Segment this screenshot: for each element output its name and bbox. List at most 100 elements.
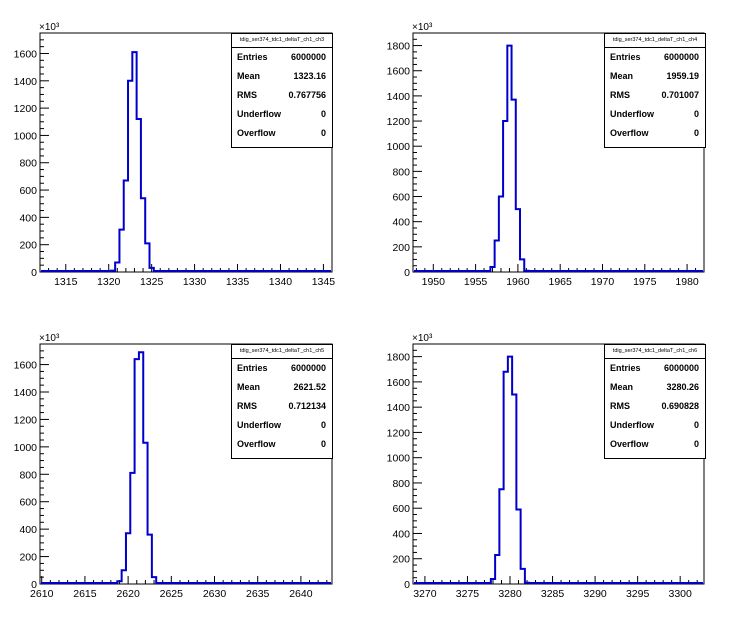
stats-label: Underflow xyxy=(610,420,654,430)
y-tick-label: 1600 xyxy=(14,48,38,60)
y-tick-label: 1400 xyxy=(387,91,411,103)
y-tick-label: 800 xyxy=(19,469,37,481)
histogram-line xyxy=(414,355,703,584)
y-tick-label: 0 xyxy=(31,579,37,591)
x-tick-label: 3285 xyxy=(541,588,565,600)
histogram-pane-3: 2610 2615 2620 2625 2630 2635 2640 0 200 400 600 80… xyxy=(14,333,333,600)
x-tick-label: 3295 xyxy=(626,588,650,600)
stats-value: 3280.26 xyxy=(666,382,699,392)
y-tick-label: 200 xyxy=(392,242,410,254)
stats-row: Mean 2621.52 xyxy=(232,378,332,397)
x-tick-label: 1320 xyxy=(97,276,121,288)
y-tick-label: 0 xyxy=(31,267,37,279)
y-tick-label: 1200 xyxy=(387,116,411,128)
x-tick-label: 3275 xyxy=(456,588,480,600)
y-tick-label: 400 xyxy=(392,528,410,540)
stats-label: Overflow xyxy=(237,439,276,449)
histogram-pane-2: 1950 1955 1960 1965 1970 1975 1980 0 200 400 600 80… xyxy=(387,22,705,288)
y-tick-label: 1800 xyxy=(387,352,411,364)
x-tick-label: 3290 xyxy=(583,588,607,600)
y-tick-label: 600 xyxy=(392,192,410,204)
stats-label: Mean xyxy=(610,71,634,81)
histogram-pane-4: 3270 3275 3280 3285 3290 3295 3300 0 200 400 600 80… xyxy=(387,333,705,600)
x-tick-label: 1975 xyxy=(633,276,657,288)
x-tick-label: 1325 xyxy=(140,276,164,288)
stats-row: Entries 6000000 xyxy=(605,48,705,67)
stats-row: Mean 1959.19 xyxy=(605,67,705,86)
y-tick-label: 200 xyxy=(19,240,37,252)
y-tick-label: 1200 xyxy=(14,414,38,426)
stats-value: 0.701007 xyxy=(661,90,699,100)
stats-label: Mean xyxy=(237,382,261,392)
y-multiplier-label: ×10³ xyxy=(39,333,60,344)
stats-row: Overflow 0 xyxy=(232,435,332,454)
stats-value: 0 xyxy=(693,420,699,430)
stats-label: Entries xyxy=(610,363,641,373)
x-tick-label: 1335 xyxy=(226,276,250,288)
x-tick-label: 2635 xyxy=(246,588,270,600)
stats-value: 1959.19 xyxy=(666,71,699,81)
stats-row: Underflow 0 xyxy=(605,105,705,124)
stats-label: Mean xyxy=(610,382,634,392)
y-tick-label: 1400 xyxy=(387,402,411,414)
histogram-line xyxy=(41,51,331,272)
y-tick-label: 400 xyxy=(392,217,410,229)
stats-row: Entries 6000000 xyxy=(232,359,332,378)
y-tick-label: 400 xyxy=(19,212,37,224)
x-tick-label: 3300 xyxy=(668,588,692,600)
y-tick-label: 1600 xyxy=(387,377,411,389)
y-tick-label: 1400 xyxy=(14,387,38,399)
stats-value: 0 xyxy=(320,128,326,138)
x-tick-label: 3280 xyxy=(498,588,522,600)
stats-label: Entries xyxy=(610,52,641,62)
y-tick-label: 1200 xyxy=(387,427,411,439)
y-tick-label: 600 xyxy=(19,497,37,509)
y-tick-label: 1800 xyxy=(387,41,411,53)
stats-box: tdig_ser374_tdc1_deltaT_ch1_ch5 Entries 60… xyxy=(231,344,333,459)
stats-box: tdig_ser374_tdc1_deltaT_ch1_ch3 Entries 60… xyxy=(231,33,333,148)
y-multiplier-label: ×10³ xyxy=(412,333,433,344)
x-tick-label: 2625 xyxy=(160,588,184,600)
x-tick-label: 1960 xyxy=(506,276,530,288)
x-tick-label: 1950 xyxy=(422,276,446,288)
stats-label: RMS xyxy=(610,90,630,100)
y-multiplier-label: ×10³ xyxy=(39,22,60,33)
stats-row: Overflow 0 xyxy=(605,124,705,143)
stats-row: RMS 0.690828 xyxy=(605,397,705,416)
stats-label: Mean xyxy=(237,71,261,81)
y-tick-label: 600 xyxy=(19,185,37,197)
x-tick-label: 1965 xyxy=(549,276,573,288)
stats-value: 6000000 xyxy=(663,363,699,373)
stats-row: Overflow 0 xyxy=(605,435,705,454)
y-tick-label: 1000 xyxy=(14,130,38,142)
y-tick-label: 1600 xyxy=(14,360,38,372)
stats-value: 0.712134 xyxy=(288,401,326,411)
stats-value: 0.767756 xyxy=(288,90,326,100)
stats-title: tdig_ser374_tdc1_deltaT_ch1_ch4 xyxy=(605,34,705,48)
stats-label: RMS xyxy=(237,401,257,411)
y-tick-label: 1200 xyxy=(14,103,38,115)
x-tick-label: 1330 xyxy=(183,276,207,288)
stats-value: 0 xyxy=(693,128,699,138)
stats-title: tdig_ser374_tdc1_deltaT_ch1_ch5 xyxy=(232,345,332,359)
x-tick-label: 1345 xyxy=(312,276,336,288)
stats-row: Underflow 0 xyxy=(232,105,332,124)
stats-label: Underflow xyxy=(610,109,654,119)
x-tick-label: 2640 xyxy=(289,588,313,600)
stats-row: Entries 6000000 xyxy=(232,48,332,67)
x-tick-label: 3270 xyxy=(413,588,437,600)
y-tick-label: 800 xyxy=(19,158,37,170)
histogram-line xyxy=(41,351,331,584)
y-tick-label: 0 xyxy=(404,579,410,591)
stats-row: Overflow 0 xyxy=(232,124,332,143)
stats-row: RMS 0.701007 xyxy=(605,86,705,105)
x-tick-label: 1955 xyxy=(464,276,488,288)
stats-label: RMS xyxy=(610,401,630,411)
histogram-pane-1: 1315 1320 1325 1330 1335 1340 1345 0 200 400 600 80… xyxy=(14,22,336,288)
stats-value: 6000000 xyxy=(663,52,699,62)
stats-label: Overflow xyxy=(610,439,649,449)
stats-value: 0 xyxy=(320,109,326,119)
stats-row: RMS 0.767756 xyxy=(232,86,332,105)
stats-label: Underflow xyxy=(237,109,281,119)
